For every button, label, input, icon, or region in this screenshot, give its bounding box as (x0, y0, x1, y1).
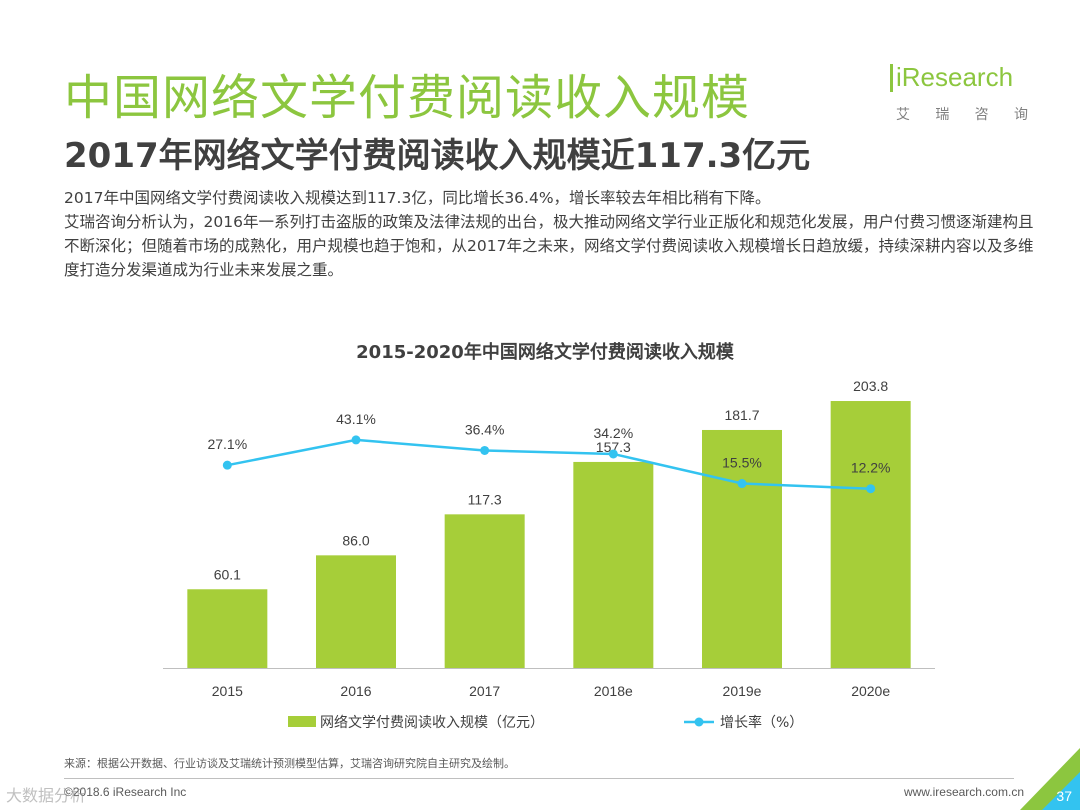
logo-char-3: 咨 (974, 107, 989, 123)
bar-value-label: 157.3 (596, 439, 631, 455)
growth-point-2019e (737, 479, 747, 489)
bar-value-label: 60.1 (214, 566, 241, 582)
chart-title: 2015-2020年中国网络文学付费阅读收入规模 (356, 341, 735, 363)
logo-char-4: 询 (1013, 107, 1028, 123)
legend-line-label: 增长率（%） (720, 714, 803, 731)
bar-2016 (316, 555, 396, 668)
x-tick-label: 2019e (723, 683, 762, 699)
x-tick-label: 2015 (212, 683, 243, 699)
x-tick-label: 2020e (851, 683, 890, 699)
growth-value-label: 34.2% (593, 425, 633, 441)
x-tick-label: 2018e (594, 683, 633, 699)
growth-point-2015 (222, 460, 232, 470)
logo-banner-icon (890, 58, 1026, 96)
bar-2015 (187, 589, 268, 668)
watermark: 大数据分析 (6, 786, 87, 805)
legend-line-marker (694, 717, 704, 727)
source-note: 来源：根据公开数据、行业访谈及艾瑞统计预测模型估算，艾瑞咨询研究院自主研究及绘制… (64, 757, 515, 770)
logo-char-1: 艾 (896, 107, 910, 123)
page-number: 37 (1056, 788, 1072, 804)
bar-2019e (702, 429, 782, 668)
bar-2017 (444, 514, 525, 668)
growth-point-2020e (866, 484, 876, 494)
growth-value-label: 36.4% (465, 421, 505, 437)
bar-value-label: 117.3 (468, 491, 502, 507)
bar-value-label: 86.0 (342, 532, 369, 548)
page-subtitle: 2017年网络文学付费阅读收入规模近117.3亿元 (64, 136, 811, 176)
description: 2017年中国网络文学付费阅读收入规模达到117.3亿，同比增长36.4%，增长… (64, 186, 1034, 282)
corner-decoration-icon (1020, 748, 1080, 810)
growth-point-2018e (608, 449, 618, 459)
growth-value-label: 27.1% (207, 436, 247, 452)
growth-value-label: 15.5% (722, 455, 762, 471)
revenue-chart: 2015-2020年中国网络文学付费阅读收入规模 60.1 2015 86.0 2016… (163, 341, 935, 731)
growth-value-label: 12.2% (851, 460, 891, 476)
copyright-text: ©2018.6 iResearch Inc (64, 785, 187, 799)
x-tick-label: 2016 (340, 683, 371, 699)
bar-value-label: 181.7 (724, 407, 759, 423)
x-tick-label: 2017 (469, 683, 500, 699)
growth-point-2016 (351, 435, 361, 445)
bar-2020e (830, 401, 911, 668)
logo-brand-text: iResearch (896, 62, 1014, 92)
bar-value-label: 203.8 (853, 378, 888, 394)
legend-bar-label: 网络文学付费阅读收入规模（亿元） (320, 714, 544, 731)
growth-rate-line (227, 438, 871, 490)
website-link[interactable]: www.iresearch.com.cn (903, 785, 1024, 799)
logo-char-2: 瑞 (935, 107, 950, 123)
growth-point-2017 (480, 445, 490, 455)
page-title: 中国网络文学付费阅读收入规模 (64, 70, 751, 126)
iresearch-logo: iResearch 艾 瑞 咨 询 (890, 58, 1030, 126)
growth-value-label: 43.1% (336, 411, 376, 427)
footer-divider (64, 778, 1014, 779)
bar-2018e (573, 461, 654, 668)
legend-bar-swatch (288, 716, 316, 727)
description-line-1: 2017年中国网络文学付费阅读收入规模达到117.3亿，同比增长36.4%，增长… (64, 189, 771, 207)
description-line-2: 艾瑞咨询分析认为，2016年一系列打击盗版的政策及法律法规的出台，极大推动网络文… (64, 213, 1034, 279)
logo-subtitle: 艾 瑞 咨 询 (896, 104, 1028, 124)
